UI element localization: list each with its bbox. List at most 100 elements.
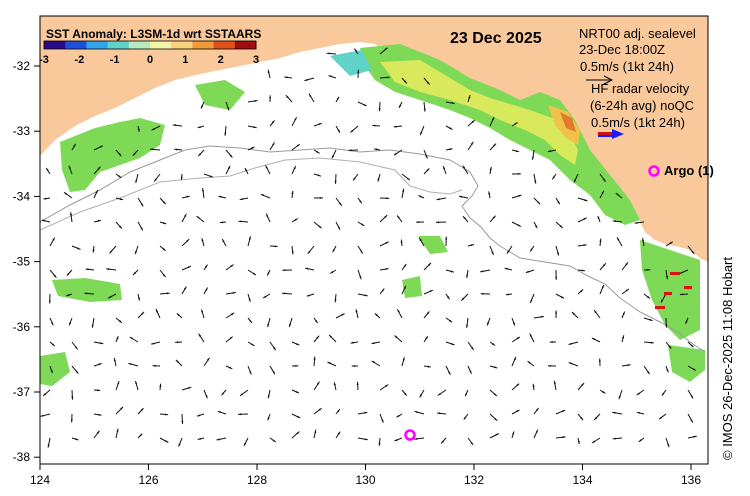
- current-arrow-head: [285, 76, 288, 79]
- current-arrow: [307, 245, 315, 255]
- current-arrow-head: [562, 436, 564, 439]
- current-arrow-head: [334, 299, 337, 301]
- current-arrow: [658, 413, 667, 420]
- current-arrow-head: [316, 151, 319, 154]
- current-arrow-head: [265, 166, 268, 169]
- current-arrow: [217, 410, 227, 415]
- current-arrow: [68, 165, 73, 175]
- current-arrow-head: [465, 393, 468, 395]
- current-arrow: [71, 245, 81, 250]
- current-arrow: [285, 94, 293, 103]
- current-arrow: [269, 437, 277, 443]
- current-arrow: [423, 168, 430, 175]
- current-arrow: [291, 165, 297, 175]
- current-arrow-head: [540, 315, 543, 318]
- current-arrow-head: [218, 438, 220, 441]
- current-arrow-head: [267, 272, 270, 275]
- y-tick-label: -34: [13, 189, 31, 203]
- current-arrow: [159, 269, 166, 278]
- current-arrow-head: [198, 414, 201, 417]
- current-arrow: [506, 245, 513, 254]
- current-arrow-head: [618, 396, 621, 398]
- current-arrow-head: [67, 272, 70, 275]
- shelf-contour: [40, 145, 706, 353]
- current-arrow-head: [395, 336, 398, 339]
- current-arrow-head: [470, 442, 473, 444]
- legend-color-swatch: [128, 41, 151, 49]
- date-label: 23 Dec 2025: [450, 30, 542, 47]
- current-arrow-head: [296, 144, 299, 147]
- current-arrow-head: [162, 222, 165, 225]
- current-arrow-head: [309, 95, 312, 97]
- current-arrow-head: [248, 298, 251, 301]
- current-arrow: [436, 197, 447, 201]
- current-arrow: [445, 125, 453, 130]
- current-arrow-head: [466, 324, 468, 327]
- current-arrow: [174, 148, 183, 151]
- current-arrow: [225, 336, 234, 343]
- current-arrow: [218, 195, 227, 199]
- current-arrow-head: [375, 314, 378, 316]
- current-arrow: [71, 341, 79, 350]
- current-arrow-head: [562, 410, 564, 412]
- current-arrow: [247, 365, 252, 375]
- current-arrow: [284, 76, 293, 79]
- current-arrow-head: [378, 107, 381, 110]
- current-arrow-head: [308, 250, 311, 253]
- current-arrow-head: [399, 104, 402, 107]
- current-arrow-head: [492, 118, 494, 121]
- current-arrow-head: [328, 52, 331, 55]
- current-arrow-head: [129, 363, 132, 365]
- current-arrow: [467, 365, 472, 375]
- current-arrow-head: [331, 271, 334, 274]
- current-arrow: [247, 125, 257, 129]
- current-arrow-head: [463, 166, 465, 169]
- current-arrow: [243, 437, 249, 447]
- current-arrow: [201, 237, 205, 247]
- current-arrow-head: [318, 225, 321, 228]
- current-arrow-head: [118, 175, 121, 178]
- current-arrow-head: [139, 434, 142, 437]
- sst-patches: [40, 44, 705, 386]
- current-arrow-head: [46, 169, 49, 171]
- current-arrow-head: [622, 336, 624, 339]
- current-arrow: [486, 317, 491, 326]
- current-arrow-head: [661, 299, 664, 302]
- current-arrow-head: [313, 358, 316, 360]
- current-arrow-head: [249, 371, 252, 373]
- current-arrow-head: [403, 287, 406, 289]
- current-arrow: [49, 317, 54, 326]
- current-arrow-head: [329, 335, 332, 338]
- current-arrow-head: [353, 365, 356, 367]
- current-arrow-head: [283, 292, 286, 295]
- current-arrow-head: [351, 130, 354, 132]
- current-arrow: [423, 149, 428, 159]
- current-arrow-head: [530, 335, 532, 337]
- current-arrow-head: [385, 197, 388, 200]
- current-arrow-head: [181, 420, 184, 423]
- current-arrow-head: [553, 382, 556, 385]
- current-arrow-head: [397, 310, 400, 313]
- current-arrow-head: [337, 432, 340, 435]
- current-arrow: [679, 269, 689, 275]
- current-arrow-head: [622, 313, 625, 315]
- current-arrow-head: [294, 218, 297, 221]
- current-arrow: [379, 288, 385, 295]
- current-arrow-head: [449, 319, 451, 322]
- current-arrow-head: [625, 263, 628, 266]
- current-arrow: [203, 389, 208, 399]
- current-arrow-head: [253, 272, 255, 275]
- current-arrow-head: [660, 416, 662, 419]
- current-arrow: [291, 389, 300, 394]
- current-arrow-head: [318, 408, 321, 411]
- current-arrow-head: [384, 48, 387, 51]
- current-arrow-head: [272, 439, 275, 442]
- current-arrow-head: [141, 203, 143, 206]
- current-arrow: [423, 77, 431, 86]
- current-arrow-head: [109, 296, 112, 298]
- current-arrow-head: [584, 199, 586, 202]
- current-arrow-head: [267, 395, 270, 397]
- current-arrow-head: [489, 168, 492, 171]
- current-arrow-head: [305, 79, 308, 81]
